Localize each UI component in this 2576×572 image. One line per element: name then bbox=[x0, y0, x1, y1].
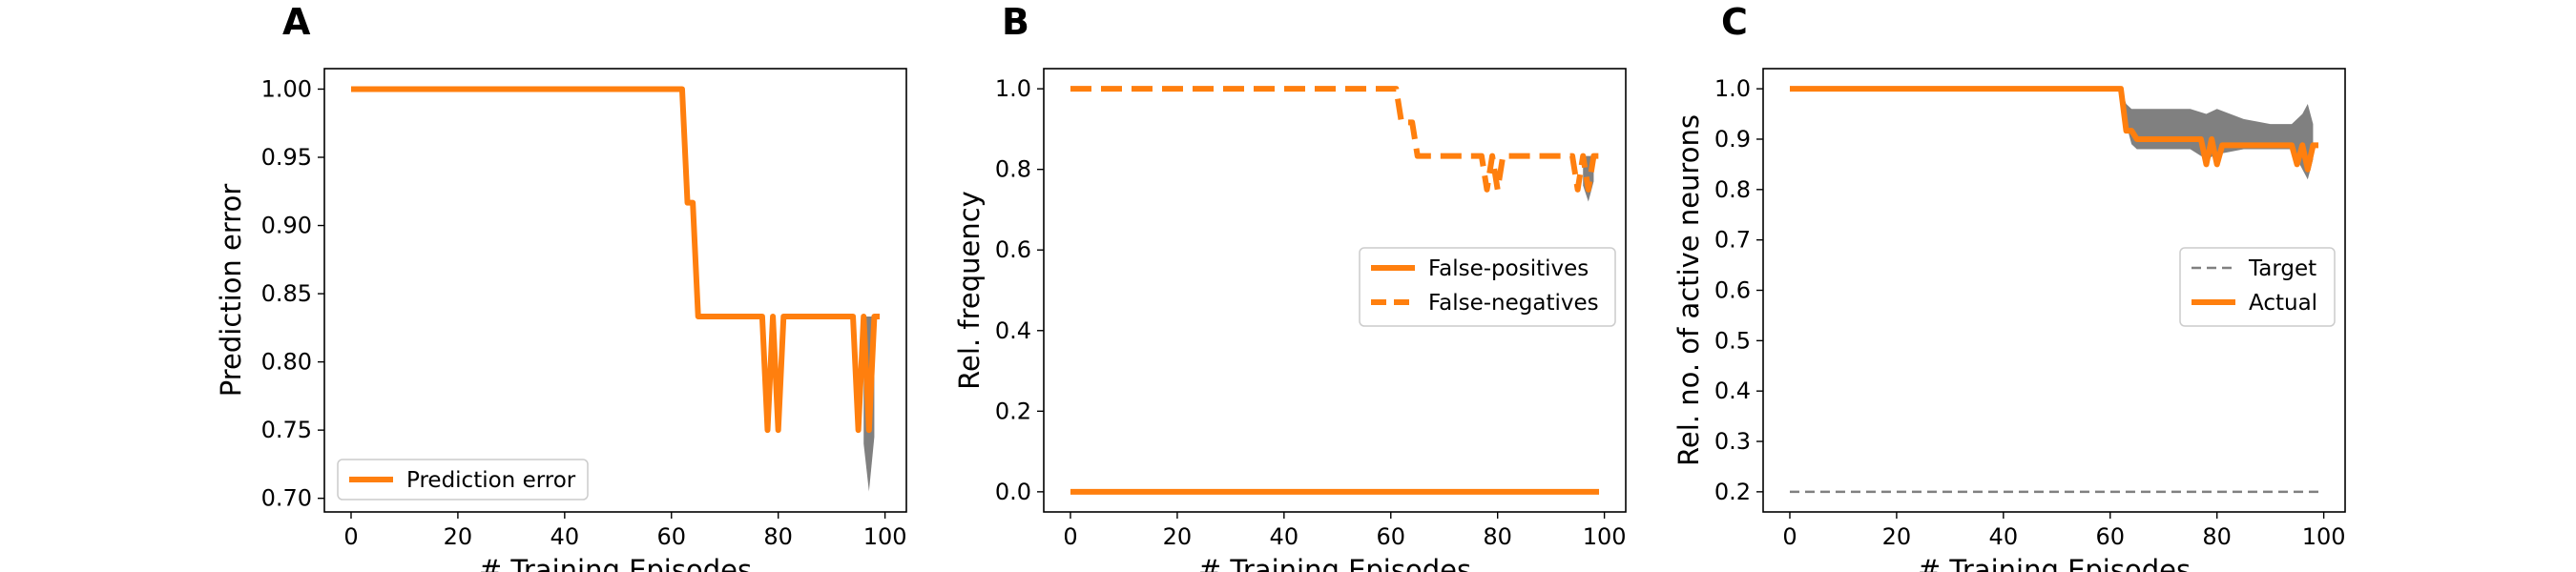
legend-box bbox=[1359, 247, 1616, 327]
legend-label: Actual bbox=[2249, 291, 2317, 316]
series-line-prediction-error bbox=[350, 86, 881, 434]
legend-label: False-positives bbox=[1428, 256, 1589, 281]
legend-label: Target bbox=[2248, 256, 2316, 281]
y-tick-label: 0.4 bbox=[995, 317, 1031, 344]
y-tick-label: 0.3 bbox=[1714, 428, 1751, 455]
x-tick-label: 20 bbox=[444, 523, 473, 550]
legend-label: Prediction error bbox=[406, 468, 576, 493]
y-tick-label: 0.8 bbox=[995, 156, 1031, 183]
y-tick-label: 0.85 bbox=[261, 280, 312, 307]
x-tick-label: 80 bbox=[2202, 523, 2232, 550]
x-tick-label: 0 bbox=[1782, 523, 1797, 550]
y-tick-label: 0.6 bbox=[1714, 277, 1751, 304]
legend-box bbox=[2179, 247, 2336, 327]
x-tick-label: 0 bbox=[1063, 523, 1077, 550]
legend: Target Actual bbox=[2179, 247, 2336, 327]
plot-area bbox=[1070, 86, 1600, 495]
plot-area bbox=[350, 86, 881, 492]
legend-box bbox=[337, 459, 589, 500]
y-tick-label: 1.00 bbox=[261, 75, 312, 102]
y-tick-label: 0.6 bbox=[995, 236, 1031, 263]
x-tick-label: 60 bbox=[2095, 523, 2125, 550]
variability-band bbox=[2120, 89, 2314, 180]
y-tick-label: 0.2 bbox=[995, 398, 1031, 424]
x-tick-label: 80 bbox=[1483, 523, 1512, 550]
y-tick-label: 1.0 bbox=[995, 75, 1031, 102]
x-tick-label: 40 bbox=[1989, 523, 2019, 550]
y-axis-label: Rel. no. of active neurons bbox=[1672, 114, 1705, 466]
y-axis-label: Rel. frequency bbox=[953, 191, 986, 390]
x-tick-label: 40 bbox=[551, 523, 580, 550]
plot-frame bbox=[1043, 68, 1627, 513]
series-line-actual bbox=[1789, 86, 2319, 173]
x-tick-label: 100 bbox=[863, 523, 907, 550]
legend: False-positives False-negatives bbox=[1359, 247, 1616, 327]
y-tick-label: 0.95 bbox=[261, 144, 312, 171]
y-tick-label: 0.9 bbox=[1714, 126, 1751, 153]
panel-c: C # Training Episodes Rel. no. of active… bbox=[1672, 1, 2346, 572]
y-tick-label: 0.80 bbox=[261, 349, 312, 376]
y-tick-label: 1.0 bbox=[1714, 75, 1751, 102]
series-line-false-negatives bbox=[1070, 86, 1600, 193]
x-tick-label: 100 bbox=[1583, 523, 1627, 550]
panel-letter: B bbox=[1002, 1, 1029, 43]
y-tick-label: 0.75 bbox=[261, 417, 312, 443]
x-tick-label: 60 bbox=[656, 523, 686, 550]
y-tick-label: 0.2 bbox=[1714, 479, 1751, 505]
y-tick-label: 0.90 bbox=[261, 213, 312, 239]
x-axis-label: # Training Episodes bbox=[1918, 554, 2191, 572]
x-axis-label: # Training Episodes bbox=[479, 554, 752, 572]
plot-area bbox=[1789, 86, 2319, 494]
x-tick-label: 20 bbox=[1882, 523, 1912, 550]
y-axis-label: Prediction error bbox=[215, 184, 247, 398]
y-tick-label: 0.8 bbox=[1714, 176, 1751, 203]
panel-letter: A bbox=[282, 1, 311, 43]
x-tick-label: 0 bbox=[343, 523, 358, 550]
panel-letter: C bbox=[1721, 1, 1748, 43]
panel-a: A # Training Episodes Prediction error 0… bbox=[215, 1, 907, 572]
x-tick-label: 40 bbox=[1270, 523, 1299, 550]
legend: Prediction error bbox=[337, 459, 589, 500]
x-axis-label: # Training Episodes bbox=[1198, 554, 1471, 572]
y-tick-label: 0.7 bbox=[1714, 227, 1751, 254]
y-tick-label: 0.70 bbox=[261, 485, 312, 512]
y-tick-label: 0.0 bbox=[995, 479, 1031, 505]
panel-b: B # Training Episodes Rel. frequency 0 20… bbox=[953, 1, 1627, 572]
x-tick-label: 80 bbox=[763, 523, 793, 550]
x-tick-label: 60 bbox=[1376, 523, 1405, 550]
x-tick-label: 20 bbox=[1163, 523, 1193, 550]
y-tick-label: 0.5 bbox=[1714, 327, 1751, 354]
legend-label: False-negatives bbox=[1428, 291, 1599, 316]
y-tick-label: 0.4 bbox=[1714, 378, 1751, 404]
x-tick-label: 100 bbox=[2302, 523, 2346, 550]
plot-frame bbox=[323, 68, 907, 513]
